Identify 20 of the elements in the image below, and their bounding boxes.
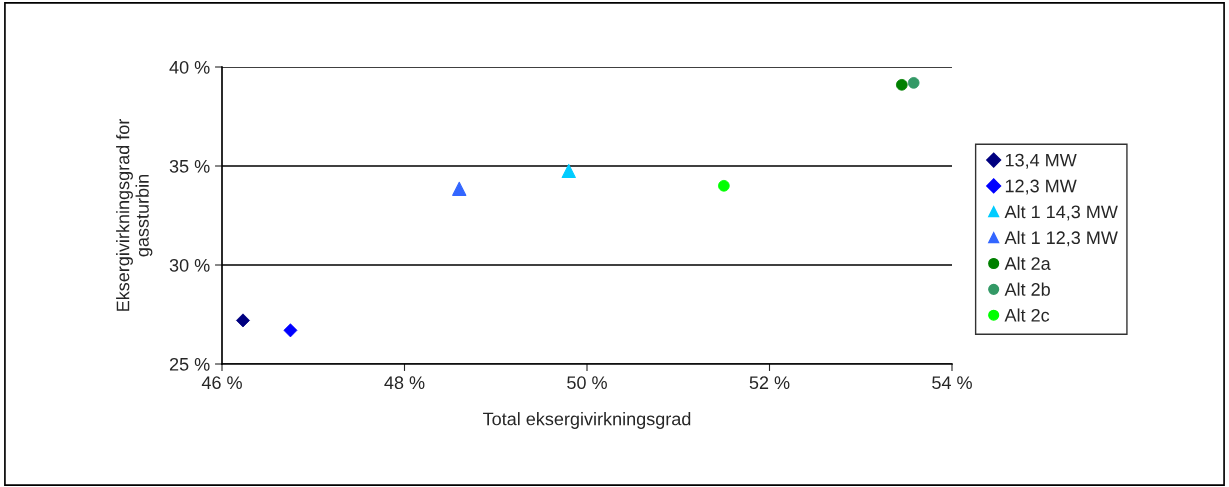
legend-label: Alt 2b: [1004, 282, 1050, 296]
point: [452, 181, 467, 196]
x-tick-label: 48 %: [384, 376, 425, 390]
y-tick-label: 30 %: [169, 258, 210, 272]
legend-label: 12,3 MW: [1005, 179, 1077, 195]
y-tick-label: 25 %: [169, 357, 210, 371]
legend-label: Alt 1 12,3 MW: [1004, 230, 1118, 247]
legend-label: 13,4 MW: [1005, 153, 1077, 169]
legend-label: Alt 2a: [1004, 256, 1051, 270]
legend-label: Alt 2c: [1004, 308, 1050, 322]
x-tick-label: 46 %: [201, 376, 242, 390]
legend-label: Alt 1 14,3 MW: [1004, 204, 1118, 221]
y-tick-label: 35 %: [169, 159, 210, 173]
point: [561, 163, 576, 179]
x-tick-label: 54 %: [932, 376, 972, 390]
x-tick-label: 52 %: [749, 376, 790, 390]
x-tick-label: 50 %: [567, 376, 607, 390]
y-tick-label: 40 %: [169, 60, 210, 74]
y-axis-title: Eksergivirkningsgrad for gassturbin: [116, 118, 153, 311]
x-axis-title: Total eksergivirkningsgrad: [483, 412, 691, 429]
